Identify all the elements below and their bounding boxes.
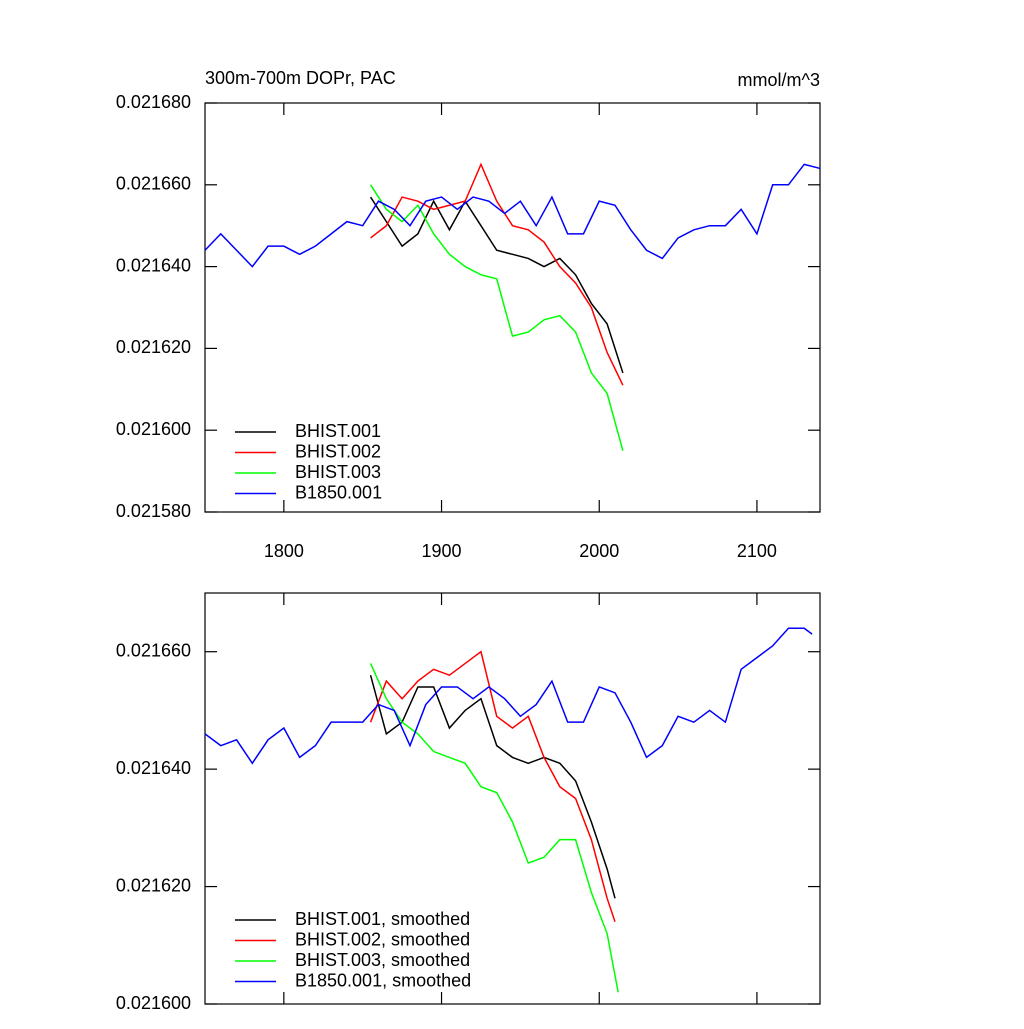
y-tick-label: 0.021640 (116, 758, 191, 778)
x-tick-label: 2100 (737, 541, 777, 561)
plot-frame (204, 592, 821, 1005)
legend-label: BHIST.001, smoothed (295, 909, 470, 929)
y-tick-label: 0.021600 (116, 419, 191, 439)
legend-label: B1850.001, smoothed (295, 970, 471, 990)
y-tick-label: 0.021680 (116, 92, 191, 112)
chart-title: 300m-700m DOPr, PAC (205, 68, 396, 88)
x-tick-label: 2000 (579, 541, 619, 561)
plot-frame (204, 102, 821, 513)
legend-label: BHIST.003, smoothed (295, 950, 470, 970)
series-line (369, 196, 624, 374)
y-tick-label: 0.021660 (116, 640, 191, 660)
y-tick-label: 0.021620 (116, 337, 191, 357)
y-tick-label: 0.021660 (116, 174, 191, 194)
series-line (369, 650, 616, 923)
y-tick-label: 0.021620 (116, 875, 191, 895)
y-tick-label: 0.021640 (116, 255, 191, 275)
legend-label: BHIST.003 (295, 462, 381, 482)
x-tick-label: 1900 (422, 541, 462, 561)
series-line (369, 184, 624, 451)
series-line (204, 627, 813, 765)
legend-label: BHIST.002 (295, 441, 381, 461)
units-label: mmol/m^3 (738, 70, 820, 90)
x-tick-label: 1800 (264, 541, 304, 561)
series-line (369, 675, 616, 899)
legend-label: B1850.001 (295, 482, 382, 502)
series-line (204, 163, 821, 268)
series-line (369, 663, 619, 993)
series-line (370, 162, 624, 386)
legend-label: BHIST.002, smoothed (295, 929, 470, 949)
y-tick-label: 0.021600 (116, 993, 191, 1013)
legend-label: BHIST.001 (295, 421, 381, 441)
y-tick-label: 0.021580 (116, 501, 191, 521)
